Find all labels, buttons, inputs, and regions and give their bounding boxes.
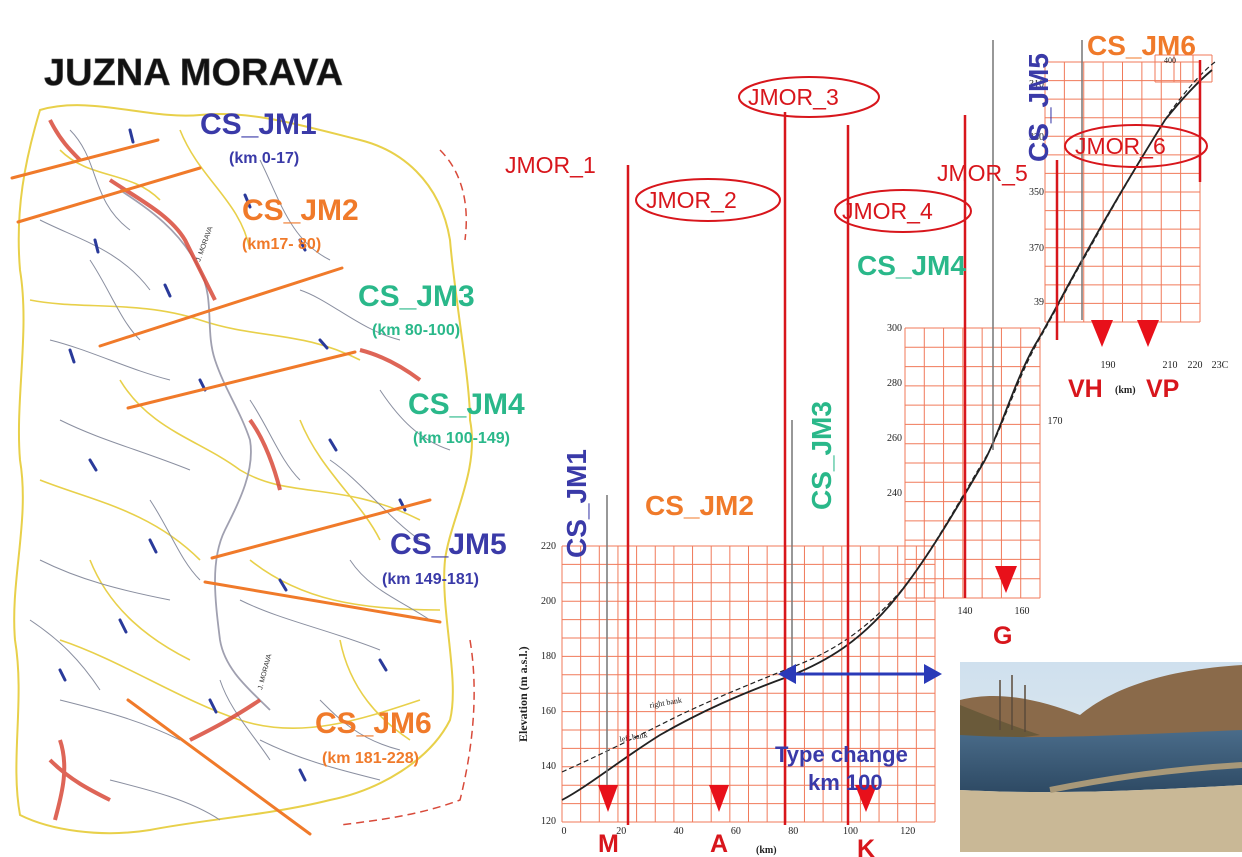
braided-reach-tributary: [48, 119, 422, 821]
x-tick-label: 0: [562, 826, 567, 837]
type-change-arrow: [778, 664, 942, 684]
y-tick-label: 260: [887, 433, 902, 444]
map-section-name-jm3: CS_JM3: [358, 280, 475, 313]
section-boundary-lines: [10, 138, 442, 836]
map-river-label-2: J. MORAVA: [257, 653, 273, 691]
y-tick-label: 160: [541, 706, 556, 717]
braided-reach-middle: [248, 418, 282, 491]
type-change-line1: Type change: [775, 742, 908, 767]
station-markers: [598, 320, 1159, 812]
y-tick-label: 200: [541, 596, 556, 607]
profile-section-jm2: CS_JM2: [645, 490, 754, 521]
main-river-channel: [119, 189, 271, 711]
y-axis-label: Elevation (m a.s.l.): [516, 646, 530, 742]
map-section-name-jm6: CS_JM6: [315, 707, 432, 740]
x-tick-label: 80: [788, 826, 798, 837]
basin-outline: [13, 104, 474, 835]
profile-section-jm6: CS_JM6: [1087, 30, 1196, 61]
x-axis-label: (km): [756, 845, 777, 856]
y-tick-label: 140: [541, 761, 556, 772]
water-body-jmor2: JMOR_2: [646, 187, 737, 213]
bank-profile-line: [561, 61, 1216, 773]
x-axis-label-small: (km): [1115, 385, 1136, 396]
x-tick-label: 140: [958, 606, 973, 617]
x-tick-label: 40: [674, 826, 684, 837]
water-body-jmor5: JMOR_5: [937, 160, 1028, 186]
water-body-boundaries: [626, 60, 1202, 825]
y-tick-label: 180: [541, 651, 556, 662]
map-section-range-jm3: (km 80-100): [372, 322, 460, 339]
national-border: [339, 149, 475, 826]
map-section-range-jm6: (km 181-228): [322, 750, 419, 767]
water-body-jmor6: JMOR_6: [1075, 133, 1166, 159]
station-vp: VP: [1146, 375, 1179, 403]
longitudinal-profile: 0 20 40 60 80 100 120 220 200 180 160 140 120 140 160 3…: [505, 30, 1229, 857]
y-tick-label: 400: [1164, 56, 1176, 65]
type-change-line2: km 100: [808, 770, 883, 795]
map-section-range-jm2: (km17- 80): [242, 236, 321, 253]
y-tick-label: 300: [887, 323, 902, 334]
y-tick-label: 39: [1034, 297, 1044, 308]
x-tick-label: 190: [1101, 360, 1116, 371]
subbasin-borders: [29, 129, 441, 741]
braided-reach-upper: [108, 178, 217, 301]
water-body-jmor4-circle: [834, 189, 972, 233]
cs-section-markers: [606, 40, 1083, 790]
y-tick-label: 220: [541, 541, 556, 552]
x-tick-label: 220: [1188, 360, 1203, 371]
profile-section-jm3: CS_JM3: [806, 401, 837, 510]
station-k: K: [857, 835, 875, 857]
map-section-name-jm4: CS_JM4: [408, 388, 525, 421]
profile-section-jm4: CS_JM4: [857, 250, 966, 281]
map-section-range-jm1: (km 0-17): [229, 150, 299, 167]
map-section-range-jm4: (km 100-149): [413, 430, 510, 447]
map-section-range-jm5: (km 149-181): [382, 571, 479, 588]
x-tick-label: 23C: [1212, 360, 1229, 371]
x-tick-label: 60: [731, 826, 741, 837]
station-g: G: [993, 622, 1012, 650]
grid-panel-3: [1044, 61, 1201, 323]
x-tick-label: 100: [843, 826, 858, 837]
water-body-jmor3-circle: [738, 76, 880, 118]
x-tick-label: 170: [1048, 416, 1063, 427]
water-body-jmor2-circle: [635, 178, 781, 222]
y-tick-label: 370: [1029, 243, 1044, 254]
y-tick-label: 120: [541, 816, 556, 827]
map-title: JUZNA MORAVA: [44, 52, 343, 94]
x-tick-label: 160: [1015, 606, 1030, 617]
water-body-jmor6-circle: [1064, 124, 1208, 168]
bank-label-left: left bank: [619, 730, 648, 744]
profile-grid: 0 20 40 60 80 100 120 220 200 180 160 140 120 140 160 3…: [541, 54, 1229, 837]
bank-label-right: right bank: [649, 695, 683, 710]
flow-markers: [58, 128, 407, 782]
map-section-name-jm5: CS_JM5: [390, 528, 507, 561]
profile-section-jm5: CS_JM5: [1023, 53, 1054, 162]
y-tick-label: 350: [1029, 187, 1044, 198]
map-section-name-jm2: CS_JM2: [242, 194, 359, 227]
map-river-label-1: J. MORAVA: [195, 226, 214, 263]
river-photo: [960, 662, 1242, 852]
map-section-name-jm1: CS_JM1: [200, 108, 317, 141]
x-tick-label: 20: [616, 826, 626, 837]
water-body-jmor1: JMOR_1: [505, 152, 596, 178]
y-tick-label: 310: [1029, 79, 1044, 90]
y-tick-label: 330: [1029, 132, 1044, 143]
y-tick-label: 240: [887, 488, 902, 499]
x-tick-label: 210: [1163, 360, 1178, 371]
water-body-jmor3: JMOR_3: [748, 84, 839, 110]
station-a: A: [710, 830, 728, 857]
tributary-network: [29, 129, 451, 821]
water-body-jmor4: JMOR_4: [842, 198, 933, 224]
grid-panel-2: [904, 327, 1041, 599]
riverbed-profile-line: [561, 69, 1213, 801]
y-tick-label: 280: [887, 378, 902, 389]
station-m: M: [598, 830, 619, 857]
grid-panel-3-top: [1154, 54, 1213, 83]
x-tick-label: 120: [900, 826, 915, 837]
station-vh: VH: [1068, 375, 1103, 403]
profile-section-jm1: CS_JM1: [561, 449, 592, 558]
river-basin-map: JUZNA MORAVA CS_JM1 (km 0-17) CS_JM2 (km…: [10, 52, 525, 836]
